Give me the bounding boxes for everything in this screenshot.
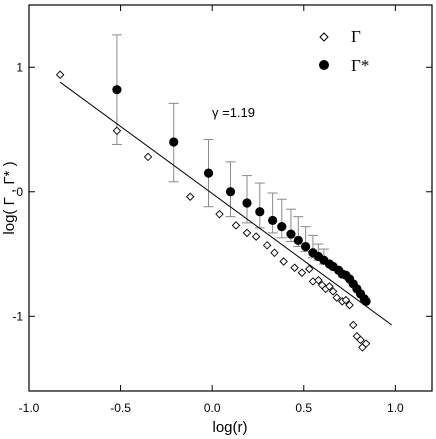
- x-axis-label: log(r): [212, 419, 247, 436]
- gamma-point: [314, 275, 323, 285]
- series-gamma-star: [112, 85, 371, 306]
- gamma-point: [55, 70, 65, 79]
- gamma-point: [325, 282, 334, 291]
- x-tick-label: -1.0: [19, 401, 40, 415]
- gamma-point: [251, 232, 261, 241]
- gamma-point: [215, 209, 224, 219]
- gamma-point: [242, 228, 252, 238]
- series-gamma: [55, 70, 371, 352]
- gamma-point: [231, 221, 241, 230]
- error-bars: [111, 34, 329, 265]
- gamma-point: [279, 257, 288, 266]
- gamma-star-point: [225, 187, 236, 197]
- gamma-star-point: [361, 296, 371, 306]
- axis-ticks: -1.0 -0.5 0.0 0.5 1.0 -1 0 1: [12, 5, 432, 415]
- gamma-star-point: [293, 235, 303, 245]
- gamma-point: [356, 335, 365, 345]
- gamma-point: [361, 339, 371, 348]
- gamma-point: [143, 152, 153, 162]
- gamma-point: [341, 295, 351, 305]
- fit-line: [59, 81, 392, 326]
- legend-marker-gamma-star: [319, 60, 329, 70]
- gamma-star-point: [242, 198, 252, 208]
- gamma-point: [290, 263, 299, 272]
- legend-label-gamma: Γ: [351, 27, 361, 46]
- y-tick-label: -1: [12, 309, 23, 323]
- gamma-star-point: [203, 168, 214, 178]
- gamma-point: [185, 192, 195, 201]
- gamma-star-point: [255, 207, 265, 217]
- legend: Γ Γ*: [319, 27, 369, 75]
- gamma-point: [297, 268, 307, 277]
- x-tick-label: 1.0: [387, 401, 404, 415]
- gamma-point: [348, 320, 358, 330]
- gamma-point: [332, 293, 341, 302]
- annotation-gamma: γ =1.19: [212, 105, 255, 120]
- y-tick-label: 1: [16, 60, 23, 74]
- gamma-point: [112, 126, 122, 135]
- gamma-point: [270, 248, 279, 258]
- gamma-star-point: [169, 137, 179, 147]
- legend-marker-gamma: [319, 32, 329, 42]
- gamma-point: [328, 287, 338, 296]
- gamma-star-point: [277, 222, 287, 232]
- y-axis-label: log( Γ , Γ* ): [1, 161, 18, 234]
- x-tick-label: 0.0: [204, 401, 221, 415]
- gamma-point: [262, 241, 272, 250]
- y-tick-label: 0: [16, 185, 23, 199]
- gamma-point: [305, 264, 314, 274]
- gamma-point: [345, 300, 354, 310]
- gamma-star-point: [268, 215, 278, 226]
- legend-label-gamma-star: Γ*: [351, 56, 369, 75]
- x-tick-label: 0.5: [295, 401, 312, 415]
- plot-frame: [28, 4, 433, 392]
- gamma-star-point: [112, 85, 122, 95]
- gamma-star-point: [301, 241, 311, 252]
- x-tick-label: -0.5: [110, 401, 131, 415]
- gamma-star-point: [286, 229, 296, 239]
